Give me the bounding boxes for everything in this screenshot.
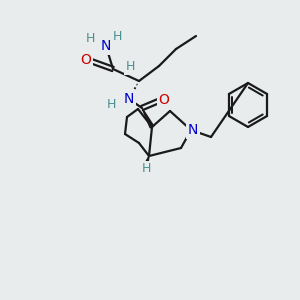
Text: H: H bbox=[112, 31, 122, 44]
Polygon shape bbox=[142, 108, 154, 128]
Text: H: H bbox=[125, 61, 135, 74]
Text: N: N bbox=[101, 39, 111, 53]
Text: H: H bbox=[85, 32, 95, 44]
Text: O: O bbox=[159, 93, 170, 107]
Text: O: O bbox=[81, 53, 92, 67]
Text: N: N bbox=[124, 92, 134, 106]
Text: H: H bbox=[141, 163, 151, 176]
Text: H: H bbox=[106, 98, 116, 112]
Polygon shape bbox=[144, 156, 149, 166]
Text: N: N bbox=[188, 123, 198, 137]
